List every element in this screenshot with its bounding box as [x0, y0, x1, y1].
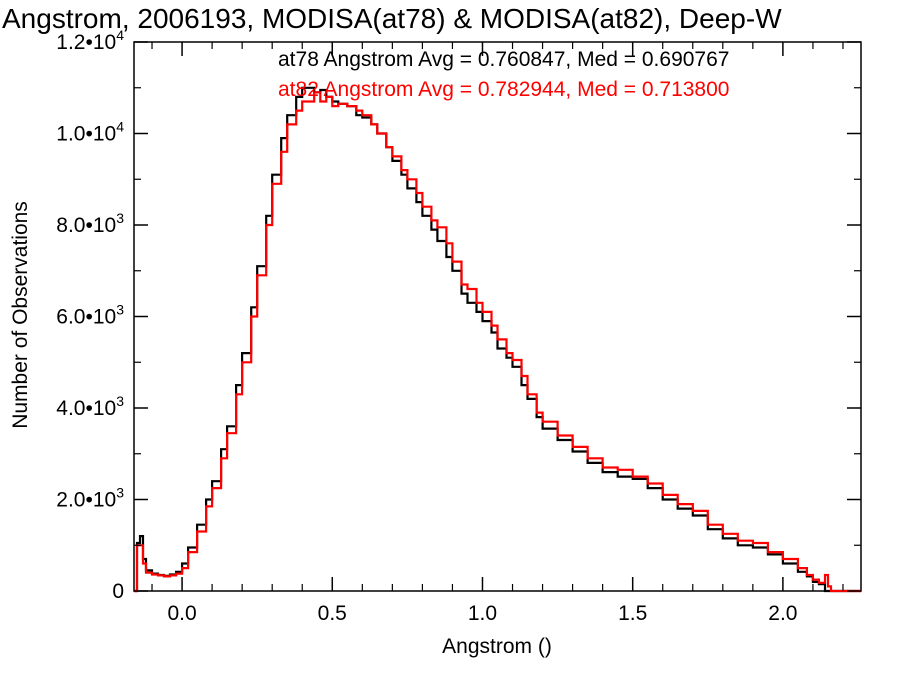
- x-axis: 0.0 0.5 1.0 1.5 2.0: [151, 42, 844, 625]
- x-tick-label: 0.0: [167, 602, 196, 625]
- x-tick-label: 2.0: [768, 602, 797, 625]
- y-tick-label: 2.0•103: [56, 485, 124, 512]
- y-tick-label: 0: [112, 580, 124, 603]
- plot-border: [133, 41, 862, 592]
- x-axis-label: Angstrom (): [442, 635, 552, 658]
- y-axis-label: Number of Observations: [9, 201, 32, 429]
- y-tick-label: 8.0•103: [56, 210, 124, 237]
- y-tick-label: 1.0•104: [56, 119, 124, 146]
- stats-at78-text: at78 Angstrom Avg = 0.760847, Med = 0.69…: [278, 48, 729, 71]
- chart-title: Angstrom, 2006193, MODISA(at78) & MODISA…: [2, 3, 782, 34]
- series-layer: [134, 86, 861, 593]
- x-tick-label: 1.0: [468, 602, 497, 625]
- y-tick-label: 4.0•103: [56, 393, 124, 420]
- x-tick-label: 1.5: [618, 602, 647, 625]
- series-line-1: [134, 91, 861, 593]
- y-tick-label: 6.0•103: [56, 302, 124, 329]
- plot-frame: [133, 41, 862, 592]
- y-axis: 0 2.0•103 4.0•103 6.0•103 8.0•103 1.0•104 1.2•…: [56, 27, 861, 603]
- y-tick-label: 1.2•104: [56, 27, 124, 54]
- x-tick-label: 0.5: [318, 602, 347, 625]
- stats-at82-text: at82 Angstrom Avg = 0.782944, Med = 0.71…: [278, 78, 729, 101]
